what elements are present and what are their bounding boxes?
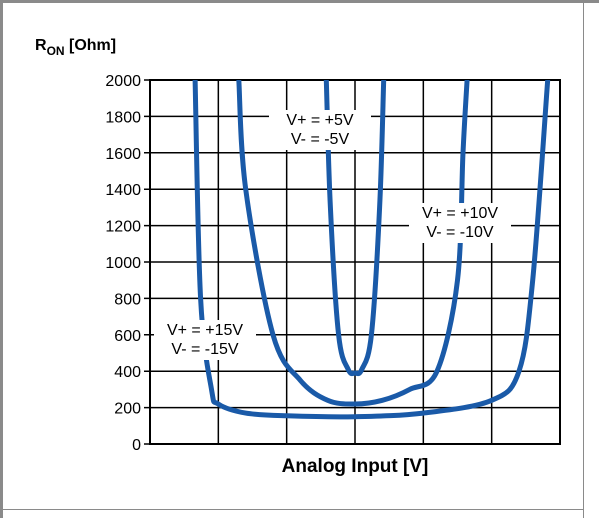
annotation-line: V+ = +5V [286, 112, 353, 129]
annotation-line: V- = -15V [171, 341, 238, 358]
annotation-line: V- = -5V [291, 131, 350, 148]
annotation-bg [409, 203, 511, 243]
y-tick-label: 1000 [105, 255, 141, 272]
y-tick-label: 600 [114, 328, 141, 345]
y-tick-labels: 0 200 400 600 800 1000 1200 1400 1600 1800 2000 [105, 73, 141, 454]
curves [192, 80, 551, 420]
y-tick-label: 2000 [105, 73, 141, 90]
annotation-bg [154, 320, 256, 360]
annotation-2: V+ = +10V V- = -10V [409, 203, 511, 243]
y-tick-label: 400 [114, 364, 141, 381]
curve-1 [323, 80, 387, 377]
annotation-line: V+ = +15V [167, 322, 243, 339]
annotation-1: V+ = +5V V- = -5V [269, 110, 371, 150]
y-axis-label: RON [Ohm] [35, 37, 116, 58]
frame-top [0, 0, 599, 3]
x-axis-label: Analog Input [V] [282, 456, 429, 477]
annotation-3: V+ = +15V V- = -15V [154, 320, 256, 360]
frame-bottom [0, 509, 584, 510]
y-tick-label: 1200 [105, 219, 141, 236]
y-tick-label: 800 [114, 291, 141, 308]
y-tick-label: 1400 [105, 182, 141, 199]
y-tick-label: 200 [114, 401, 141, 418]
y-tick-label: 0 [132, 437, 141, 454]
frame-left [0, 0, 3, 518]
frame-right [583, 0, 584, 518]
annotation-line: V- = -10V [426, 224, 493, 241]
y-tick-label: 1600 [105, 146, 141, 163]
annotation-bg [269, 110, 371, 150]
curve-2 [236, 80, 470, 407]
annotation-line: V+ = +10V [422, 205, 498, 222]
curve-3 [192, 80, 551, 420]
y-tick-label: 1800 [105, 109, 141, 126]
